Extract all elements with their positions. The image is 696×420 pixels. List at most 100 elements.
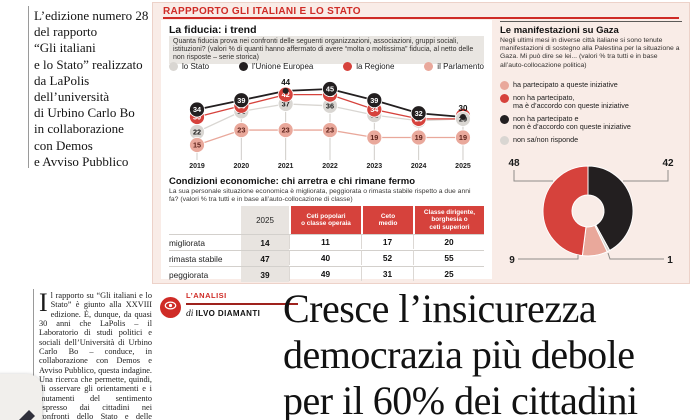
- legend-dot: [343, 62, 353, 71]
- fiducia-card: La fiducia: i trend Quanta fiducia prova…: [161, 20, 492, 282]
- legend-label: non sa/non risponde: [513, 134, 579, 144]
- svg-text:32: 32: [415, 109, 423, 118]
- legend-item: non sa/non risponde: [500, 134, 682, 145]
- table-cell: 31: [361, 266, 413, 281]
- edition-note-line: “Gli italiani: [34, 40, 96, 56]
- headline: Cresce l’insicurezza democrazia più debol…: [283, 286, 693, 420]
- fiducia-legend: lo Stato l’Unione Europea la Regione il Par…: [169, 62, 484, 71]
- econ-subtitle: La sua personale situazione economica è …: [169, 188, 471, 203]
- infographic-header: RAPPPORTO GLI ITALIANI E LO STATO: [163, 6, 361, 17]
- svg-text:19: 19: [370, 133, 378, 142]
- econ-title: Condizioni economiche: chi arretra e chi…: [169, 176, 416, 187]
- fiducia-title: La fiducia: i trend: [169, 24, 257, 36]
- legend-item: lo Stato: [169, 62, 209, 71]
- legend-item: non ha partecipato e non è d’accordo con…: [500, 113, 682, 132]
- fiducia-subtitle: Quanta fiducia prova nei confronti delle…: [169, 36, 484, 64]
- byline: di ILVO DIAMANTI: [186, 309, 260, 319]
- table-header-class: Ceto medio: [361, 206, 413, 234]
- table-cell: 39: [241, 266, 289, 282]
- x-axis-year: 2025: [455, 163, 471, 170]
- svg-text:23: 23: [282, 126, 290, 135]
- svg-text:23: 23: [326, 126, 334, 135]
- column-rule-bottom: [33, 289, 34, 420]
- legend-label: il Parlamento: [437, 62, 484, 71]
- legend-item: la Regione: [343, 62, 394, 71]
- table-cell: 14: [241, 234, 289, 250]
- table-cell: 55: [413, 250, 484, 265]
- svg-text:1: 1: [667, 255, 673, 266]
- headline-line: Cresce l’insicurezza: [283, 286, 597, 331]
- headline-line: democrazia più debole: [283, 332, 635, 377]
- x-axis-year: 2023: [366, 163, 383, 170]
- kicker-rule: [186, 303, 298, 305]
- table-cell: 11: [289, 234, 361, 249]
- table-cell: 52: [361, 250, 413, 265]
- edition-note-line: del rapporto: [34, 24, 98, 40]
- byline-author: ILVO DIAMANTI: [195, 309, 261, 318]
- table-row-label: rimasta stabile: [169, 250, 241, 266]
- svg-text:45: 45: [326, 85, 334, 94]
- legend-item: non ha partecipato, ma è d’accordo con q…: [500, 93, 682, 111]
- svg-text:39: 39: [237, 96, 245, 105]
- svg-text:39: 39: [370, 96, 378, 105]
- gaza-subtitle: Negli ultimi mesi in diverse città itali…: [500, 37, 680, 69]
- edition-note-line: dell’università: [34, 89, 110, 105]
- pencil-icon: [0, 410, 42, 420]
- legend-item: ha partecipato a queste iniziative: [500, 80, 682, 90]
- table-cell: 25: [413, 266, 484, 281]
- edition-note-line: e lo Stato” realizzato: [34, 56, 143, 72]
- edition-note: L’edizione numero 28 del rapporto “Gli ita…: [34, 8, 152, 170]
- edition-note-line: di Urbino Carlo Bo: [34, 105, 135, 121]
- edition-note-line: con Demos: [34, 137, 93, 153]
- legend-dot: [424, 62, 434, 71]
- legend-label: l’Unione Europea: [251, 62, 314, 71]
- legend-dot: [500, 114, 509, 124]
- edition-note-line: e Avviso Pubblico: [34, 153, 129, 169]
- table-cell: 20: [413, 234, 484, 249]
- column-rule-top: [28, 6, 29, 168]
- econ-table: 2025 Ceti popolari o classe operaia Ceto m…: [169, 206, 484, 282]
- x-axis-year: 2019: [189, 163, 205, 170]
- legend-label: ha partecipato a queste iniziative: [513, 80, 618, 89]
- listen-button[interactable]: [160, 297, 181, 318]
- legend-item: il Parlamento: [424, 62, 484, 71]
- gaza-legend: ha partecipato a queste iniziative non ha…: [500, 80, 682, 145]
- edit-fab[interactable]: [0, 374, 42, 420]
- gaza-title: Le manifestazioni su Gaza: [500, 25, 619, 36]
- headline-line: per il 60% dei cittadini: [283, 378, 638, 420]
- analysis-kicker: L’ANALISI: [186, 291, 227, 300]
- legend-dot: [238, 62, 248, 71]
- legend-label: non ha partecipato, ma è d’accordo con q…: [513, 93, 629, 111]
- legend-label: lo Stato: [182, 62, 210, 71]
- svg-text:9: 9: [509, 255, 515, 266]
- x-axis-year: 2021: [277, 163, 294, 170]
- legend-label: non ha partecipato e non è d’accordo con…: [513, 113, 631, 132]
- x-axis-year: 2022: [322, 163, 338, 170]
- svg-text:48: 48: [508, 158, 520, 169]
- table-cell: 49: [289, 266, 361, 281]
- eye-icon: [164, 299, 177, 317]
- table-row-label: migliorata: [169, 234, 241, 250]
- svg-text:22: 22: [193, 128, 201, 137]
- svg-text:19: 19: [459, 133, 467, 142]
- svg-text:42: 42: [662, 158, 674, 169]
- legend-dot: [500, 94, 509, 103]
- x-axis-year: 2020: [233, 163, 250, 170]
- svg-text:37: 37: [282, 100, 290, 109]
- infographic-panel: RAPPPORTO GLI ITALIANI E LO STATO La fid…: [152, 2, 690, 284]
- legend-dot: [500, 81, 509, 90]
- table-header-class: Classe dirigente, borghesia o ceti super…: [413, 206, 484, 234]
- svg-text:34: 34: [370, 105, 379, 114]
- svg-text:34: 34: [193, 105, 202, 114]
- table-header-empty: [169, 206, 241, 234]
- byline-prefix: di: [186, 309, 194, 319]
- legend-item: l’Unione Europea: [238, 62, 314, 71]
- svg-text:36: 36: [326, 101, 334, 110]
- legend-label: la Regione: [356, 62, 395, 71]
- legend-dot: [500, 135, 509, 145]
- table-cell: 47: [241, 250, 289, 266]
- table-cell: 17: [361, 234, 413, 249]
- legend-dot: [169, 62, 178, 71]
- svg-text:19: 19: [415, 133, 423, 142]
